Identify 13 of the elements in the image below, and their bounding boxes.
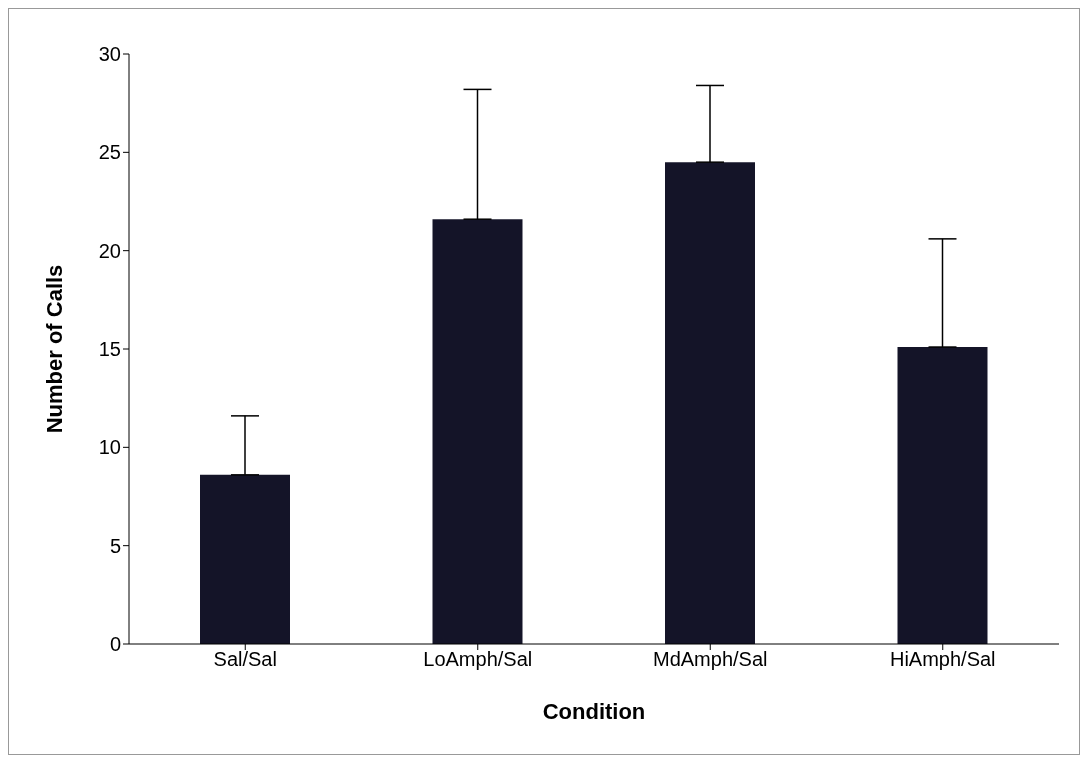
y-tick-label: 30	[98, 43, 121, 66]
y-axis-title: Number of Calls	[41, 264, 67, 434]
x-tick-label: HiAmph/Sal	[889, 648, 996, 671]
x-tick-label: Sal/Sal	[213, 648, 277, 671]
y-tick-label: 0	[109, 633, 121, 656]
y-tick-label: 25	[98, 141, 121, 164]
y-tick-label: 20	[98, 239, 121, 262]
y-tick-label: 15	[98, 338, 121, 361]
x-tick-label: MdAmph/Sal	[653, 648, 768, 671]
x-tick-label: LoAmph/Sal	[423, 648, 533, 671]
y-tick-label: 5	[109, 534, 121, 557]
y-tick-label: 10	[98, 436, 121, 459]
x-axis-title: Condition	[542, 699, 646, 724]
